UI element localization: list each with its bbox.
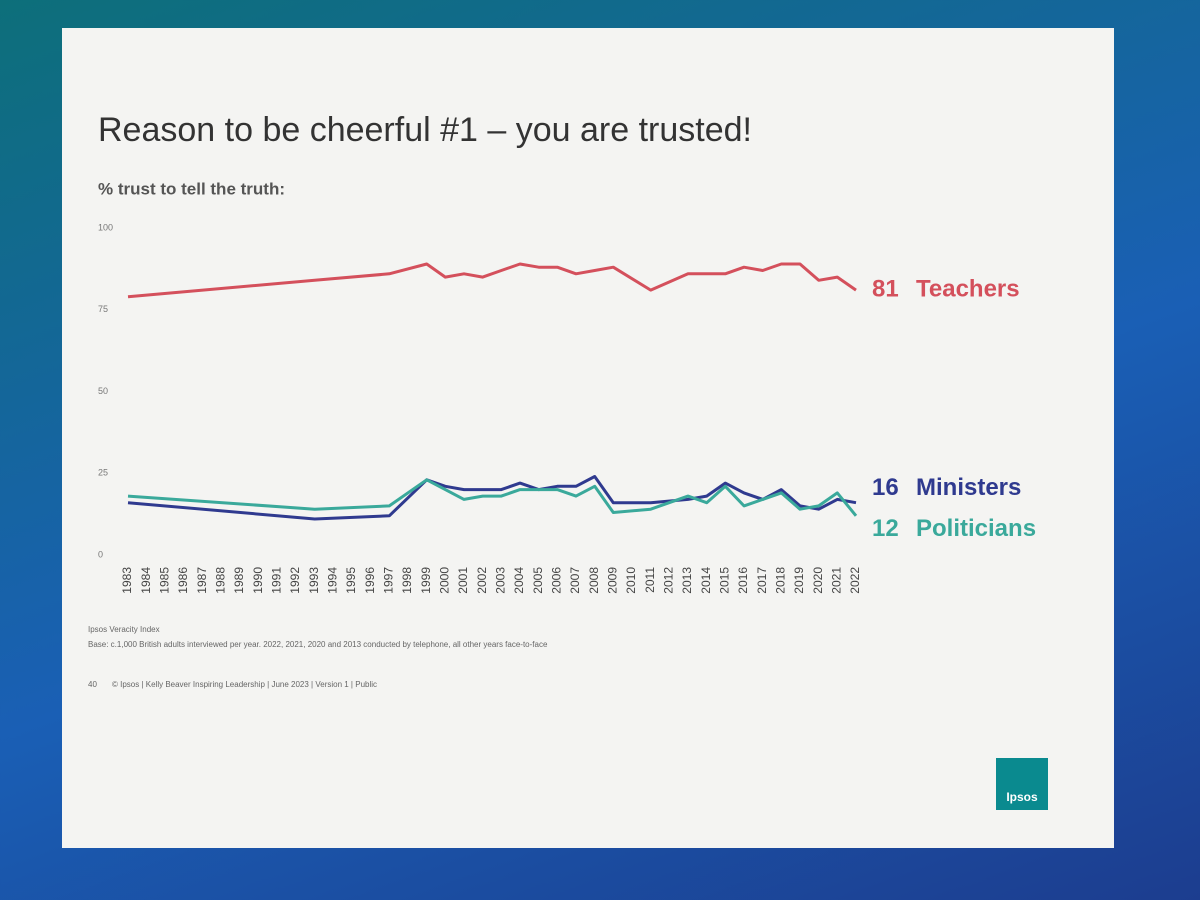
x-tick-label: 2012 [662,567,676,594]
y-tick-label: 0 [98,549,103,559]
x-tick-label: 2004 [512,567,526,594]
x-tick-label: 1984 [139,567,153,594]
page-number: 40 [88,680,97,689]
x-tick-label: 2016 [736,567,750,594]
y-tick-label: 50 [98,386,108,396]
x-tick-label: 2021 [830,567,844,594]
x-tick-label: 1989 [232,567,246,594]
logo-text: Ipsos [1006,790,1038,804]
x-tick-label: 2005 [531,567,545,594]
x-tick-label: 1988 [214,567,228,594]
x-tick-label: 1983 [120,567,134,594]
slide [62,28,1114,848]
end-value-label: 12 [872,515,899,542]
chart-subtitle: % trust to tell the truth: [98,179,285,198]
x-tick-label: 2013 [680,567,694,594]
y-tick-label: 25 [98,468,108,478]
x-tick-label: 1993 [307,567,321,594]
y-tick-label: 75 [98,304,108,314]
x-tick-label: 2014 [699,567,713,594]
x-tick-label: 2019 [792,567,806,594]
note: Base: c.1,000 British adults interviewed… [88,640,548,649]
legend-label: Ministers [916,474,1021,501]
x-tick-label: 2007 [568,567,582,594]
x-tick-label: 2006 [550,567,564,594]
footer: © Ipsos | Kelly Beaver Inspiring Leaders… [112,680,377,689]
x-tick-label: 1990 [251,567,265,594]
x-tick-label: 1995 [344,567,358,594]
chart-title: Reason to be cheerful #1 – you are trust… [98,111,752,149]
x-tick-label: 1991 [270,567,284,594]
series-line [127,262,857,299]
x-tick-label: 2017 [755,567,769,594]
x-tick-label: 2015 [718,567,732,594]
x-tick-label: 1999 [419,567,433,594]
source: Ipsos Veracity Index [88,625,160,634]
x-tick-label: 1992 [288,567,302,594]
x-tick-label: 1996 [363,567,377,594]
legend-label: Politicians [916,515,1036,542]
x-tick-label: 2001 [456,567,470,594]
x-tick-label: 2018 [774,567,788,594]
x-tick-label: 2000 [438,567,452,594]
y-tick-label: 100 [98,222,113,232]
x-tick-label: 2009 [606,567,620,594]
x-tick-label: 2003 [494,567,508,594]
x-tick-label: 1998 [400,567,414,594]
x-tick-label: 1985 [158,567,172,594]
x-tick-label: 1986 [176,567,190,594]
x-tick-label: 1987 [195,567,209,594]
x-tick-label: 1997 [382,567,396,594]
x-tick-label: 2022 [848,567,862,594]
end-value-label: 81 [872,275,899,302]
series-line [127,475,857,521]
x-tick-label: 2008 [587,567,601,594]
logo [996,758,1048,810]
x-tick-label: 2011 [643,567,657,593]
x-tick-label: 1994 [326,567,340,594]
x-tick-label: 2010 [624,567,638,594]
end-value-label: 16 [872,474,899,501]
legend-label: Teachers [916,275,1020,302]
x-tick-label: 2002 [475,567,489,594]
series-line [127,478,858,517]
x-tick-label: 2020 [811,567,825,594]
